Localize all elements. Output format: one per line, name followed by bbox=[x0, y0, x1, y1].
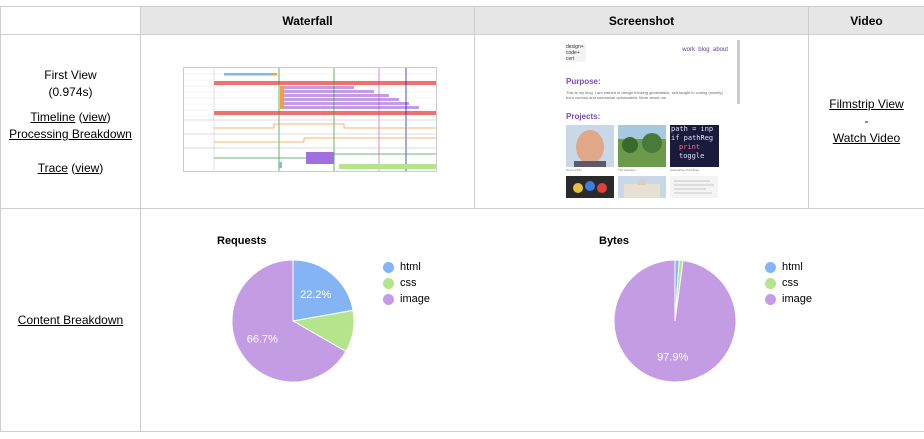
screenshot-purpose-heading: Purpose: bbox=[566, 77, 601, 86]
trace-view-link[interactable]: view bbox=[75, 160, 100, 175]
legend-swatch bbox=[765, 277, 776, 289]
pie-data-label: 66.7% bbox=[247, 334, 278, 346]
video-cell: Filmstrip View - Watch Video bbox=[808, 34, 924, 209]
waterfall-thumbnail[interactable] bbox=[183, 67, 437, 172]
project-photo-cups bbox=[566, 176, 614, 198]
first-view-time: (0.974s) bbox=[48, 84, 93, 99]
legend-swatch bbox=[383, 261, 394, 273]
legend-label: css bbox=[782, 277, 799, 289]
project-photo-document bbox=[670, 176, 718, 198]
legend-item-css: css bbox=[765, 277, 799, 289]
requests-pie-chart: Requests 22.2% 66.7% html css image bbox=[217, 235, 477, 395]
content-breakdown-link[interactable]: Content Breakdown bbox=[17, 312, 124, 327]
screenshot-projects-heading: Projects: bbox=[566, 112, 601, 121]
legend-item-html: html bbox=[383, 261, 421, 273]
legend-item-html: html bbox=[765, 261, 803, 273]
pie-slice-image bbox=[231, 259, 347, 383]
project-photo-face bbox=[566, 125, 614, 167]
project-photo-code: path = inp if pathReg print toggle bbox=[670, 125, 719, 167]
trace-link[interactable]: Trace bbox=[37, 160, 68, 175]
processing-breakdown-link[interactable]: Processing Breakdown bbox=[9, 126, 132, 141]
timeline-view-link[interactable]: view bbox=[82, 109, 107, 124]
chart-title: Requests bbox=[217, 235, 267, 247]
pie-svg: 97.9% bbox=[613, 259, 737, 383]
legend-item-image: image bbox=[383, 293, 430, 305]
pie-data-label: 22.2% bbox=[300, 289, 331, 301]
pie-svg: 22.2% 66.7% bbox=[231, 259, 355, 383]
first-view-cell: First View (0.974s) Timeline (view) Proc… bbox=[0, 34, 141, 209]
legend-item-css: css bbox=[383, 277, 417, 289]
pie-data-label: 97.9% bbox=[657, 351, 688, 363]
filmstrip-view-link[interactable]: Filmstrip View bbox=[829, 97, 904, 111]
waterfall-header: Waterfall bbox=[140, 6, 475, 35]
content-breakdown-cell: Content Breakdown bbox=[0, 208, 141, 432]
first-view-label: First View bbox=[44, 67, 97, 82]
chart-title: Bytes bbox=[599, 235, 629, 247]
content-breakdown-charts: Requests 22.2% 66.7% html css image Bytes 97.9… bbox=[140, 208, 924, 432]
bytes-pie-chart: Bytes 97.9% html css image bbox=[599, 235, 859, 395]
project-photo-trees bbox=[618, 125, 666, 167]
page-screenshot-thumbnail[interactable]: design+ code+ cert work blog about Purpo… bbox=[556, 40, 742, 198]
video-header: Video bbox=[808, 6, 924, 35]
legend-label: html bbox=[782, 261, 803, 273]
legend-swatch bbox=[765, 261, 776, 273]
screenshot-nav: work blog about bbox=[682, 47, 728, 53]
legend-label: css bbox=[400, 277, 417, 289]
legend-label: html bbox=[400, 261, 421, 273]
legend-item-image: image bbox=[765, 293, 812, 305]
project-photo-building bbox=[618, 176, 666, 198]
legend-swatch bbox=[765, 293, 776, 305]
pie-slice-html bbox=[292, 259, 354, 322]
timeline-link[interactable]: Timeline bbox=[30, 109, 76, 124]
screenshot-logo: design+ code+ cert bbox=[566, 44, 586, 62]
screenshot-header: Screenshot bbox=[474, 6, 809, 35]
legend-swatch bbox=[383, 277, 394, 289]
results-table: Waterfall Screenshot Video First View (0… bbox=[0, 6, 924, 432]
waterfall-cell bbox=[140, 34, 475, 209]
watch-video-link[interactable]: Watch Video bbox=[832, 131, 901, 145]
legend-swatch bbox=[383, 293, 394, 305]
legend-label: image bbox=[400, 293, 430, 305]
video-separator: - bbox=[864, 114, 869, 128]
pie-slice-image bbox=[613, 259, 737, 383]
corner-cell bbox=[0, 6, 141, 35]
legend-label: image bbox=[782, 293, 812, 305]
screenshot-cell: design+ code+ cert work blog about Purpo… bbox=[474, 34, 809, 209]
screenshot-purpose-text: This is my blog. I am trained in design … bbox=[566, 90, 723, 100]
